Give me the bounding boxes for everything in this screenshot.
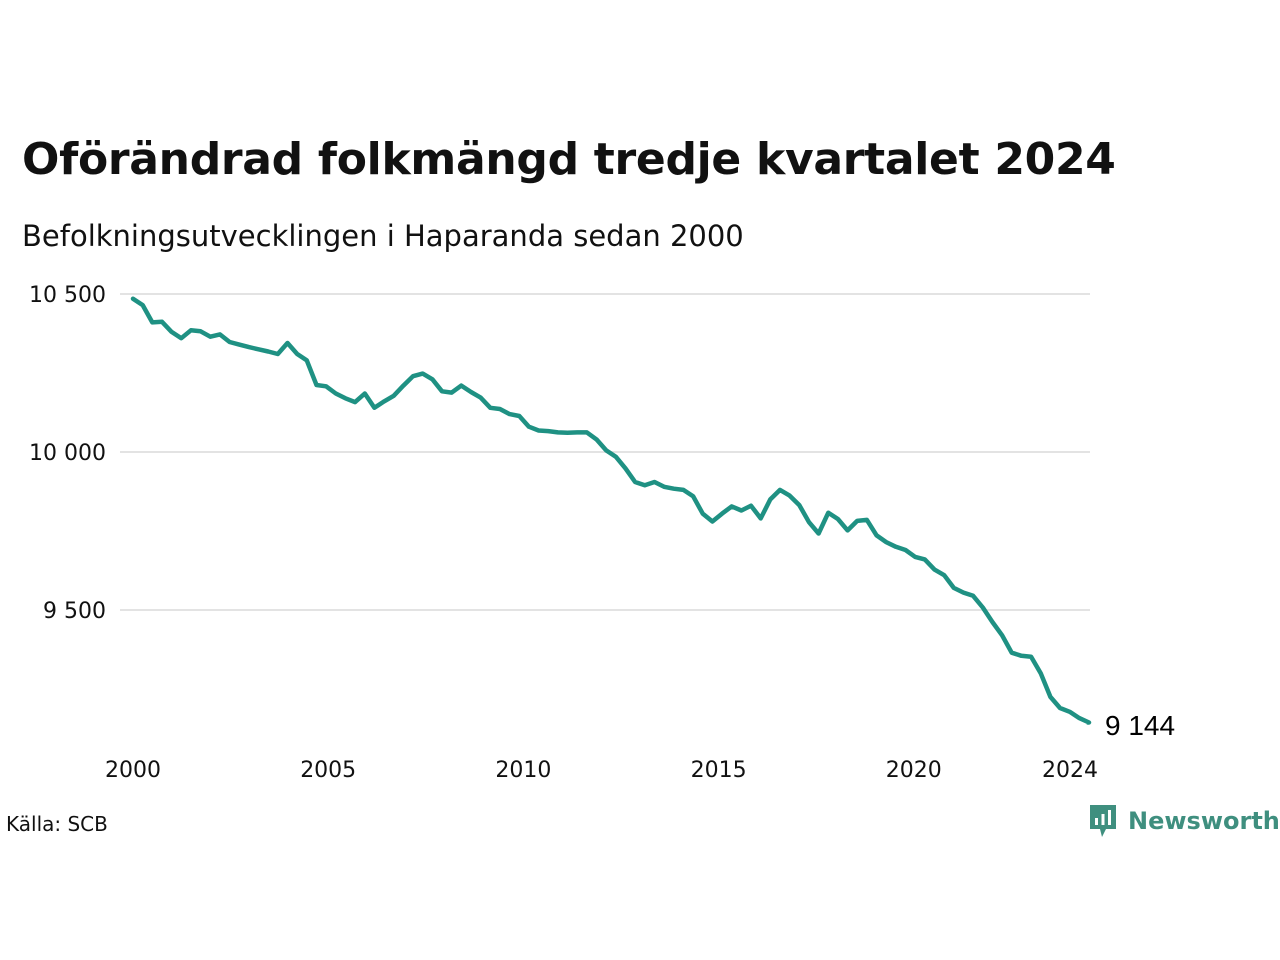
x-tick-label: 2005: [300, 758, 356, 783]
y-tick-label: 9 500: [43, 599, 106, 624]
source-note: Källa: SCB: [6, 812, 108, 836]
x-tick-label: 2024: [1042, 758, 1098, 783]
series-line-0: [130, 296, 1092, 725]
x-tick-label: 2000: [105, 758, 161, 783]
chart-subtitle: Befolkningsutvecklingen i Haparanda seda…: [22, 219, 744, 253]
x-tick-label: 2020: [886, 758, 942, 783]
y-tick-label: 10 500: [29, 283, 106, 308]
x-tick-label: 2010: [495, 758, 551, 783]
y-axis-labels: 9 500 10 000 10 500: [29, 283, 106, 624]
series-layer: [130, 296, 1092, 725]
x-axis-labels: 2000 2005 2010 2015 2020 2024: [105, 758, 1098, 783]
chart-title: Oförändrad folkmängd tredje kvartalet 20…: [22, 134, 1116, 185]
end-value-label: 9 144: [1105, 710, 1175, 741]
x-tick-label: 2015: [691, 758, 747, 783]
y-tick-label: 10 000: [29, 441, 106, 466]
brand-logo: Newsworthy: [1088, 803, 1280, 839]
brand-name: Newsworthy: [1128, 807, 1280, 835]
newsworthy-logo-icon: [1090, 805, 1116, 837]
